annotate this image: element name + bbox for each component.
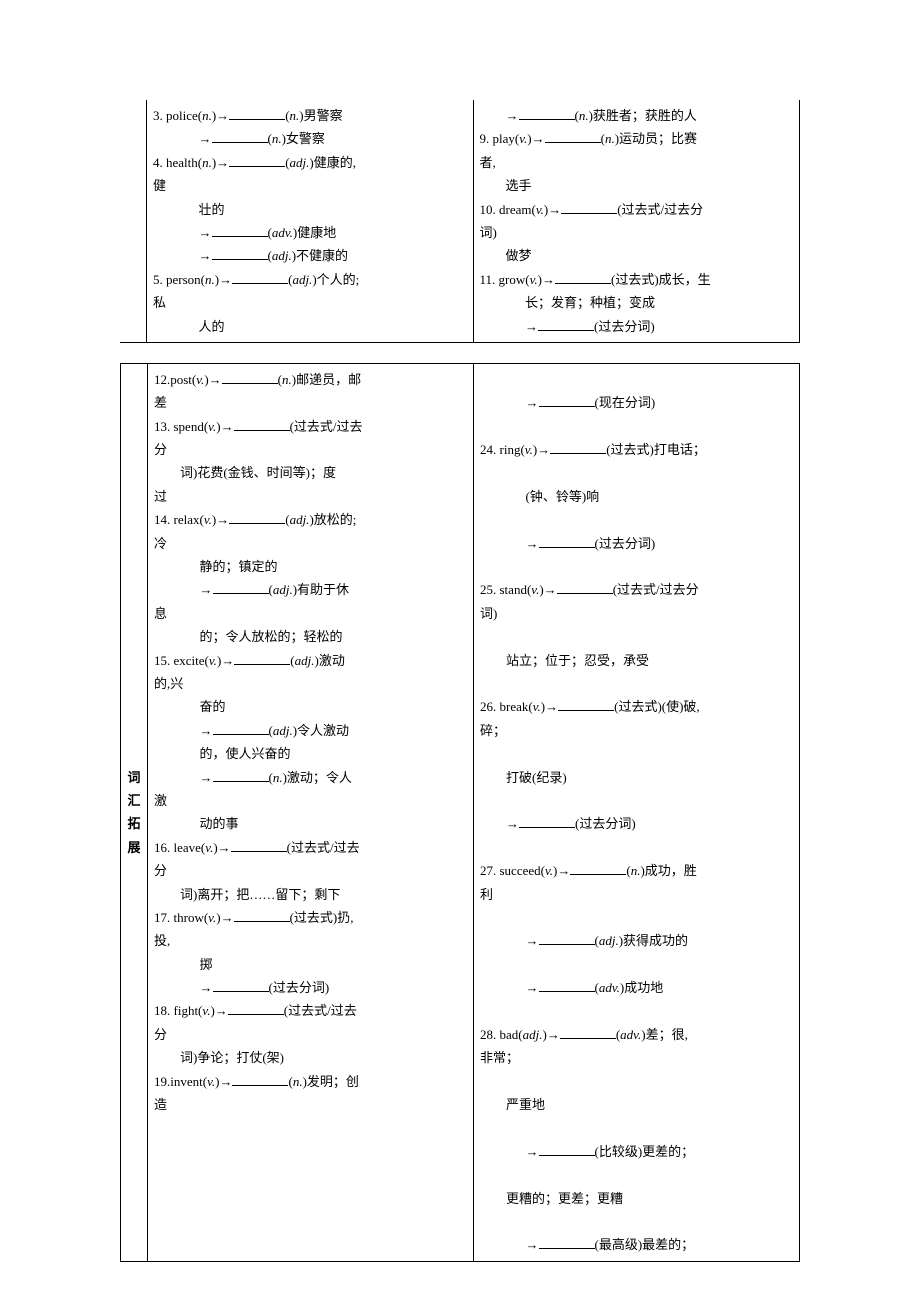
page: 3. police(n.)→(n.)男警察 →(n.)女警察 4. health… (0, 0, 920, 1302)
table1-label-cell (120, 100, 147, 342)
table2-left: 12.post(v.)→(n.)邮递员，邮 差 13. spend(v.)→(过… (148, 363, 474, 1261)
table2-label: 词汇拓展 (121, 363, 148, 1261)
table2-right: →(现在分词) 24. ring(v.)→(过去式)打电话； (钟、铃等)响 →… (474, 363, 800, 1261)
table-1: 3. police(n.)→(n.)男警察 →(n.)女警察 4. health… (120, 100, 800, 343)
table-gap (120, 343, 800, 363)
table1-right: →(n.)获胜者；获胜的人 9. play(v.)→(n.)运动员；比赛 者, … (473, 100, 800, 342)
table-2: 词汇拓展 12.post(v.)→(n.)邮递员，邮 差 13. spend(v… (120, 363, 800, 1262)
table1-left: 3. police(n.)→(n.)男警察 →(n.)女警察 4. health… (147, 100, 474, 342)
